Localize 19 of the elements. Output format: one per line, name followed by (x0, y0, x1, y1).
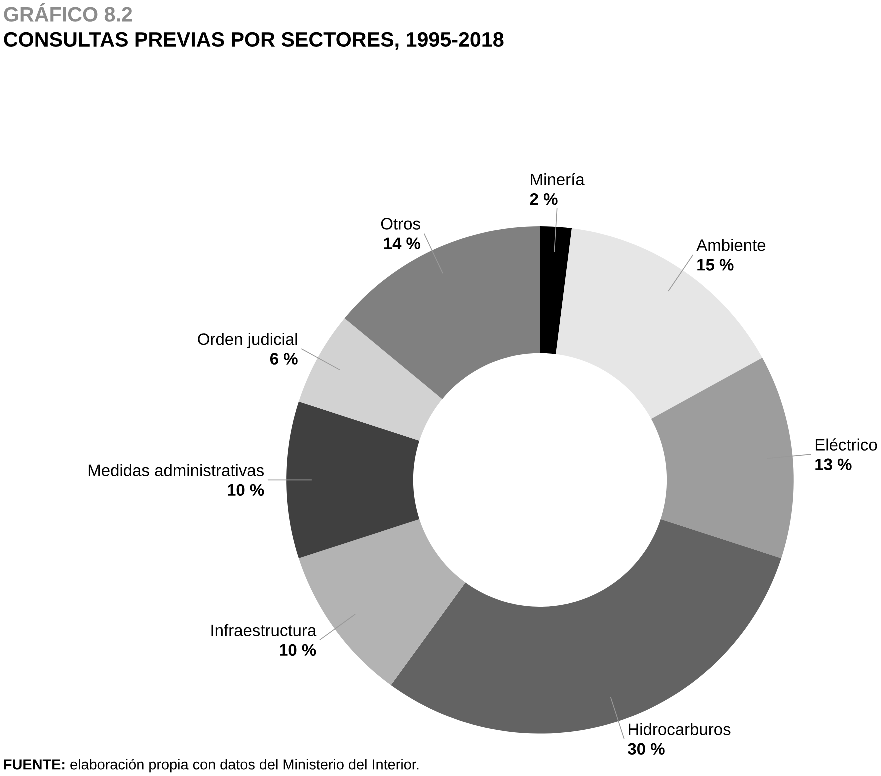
data-label: 6 % (270, 353, 298, 365)
text: FUENTE: elaboración propia con datos del Ministerio del Interior. (4, 758, 419, 773)
slice-label: Medidas administrativas (88, 464, 264, 476)
chart-subtitle: CONSULTAS PREVIAS POR SECTORES, 1995-2018 (4, 32, 504, 50)
data-label: 15 % (698, 259, 734, 271)
slice-label: Hidrocarburos (629, 723, 731, 736)
slice-label: Otros (381, 218, 420, 230)
data-label: 13 % (816, 458, 852, 470)
slice-label: Eléctrico (816, 438, 878, 451)
data-label: 14 % (384, 238, 421, 250)
slice-label: Minería (531, 173, 585, 186)
chart-title: GRÁFICO 8.2 (4, 3, 132, 22)
slice-label: Orden judicial (198, 333, 298, 348)
slice-label: Infraestructura (212, 624, 317, 636)
data-label: 10 % (280, 644, 316, 656)
data-label: 2 % (530, 193, 558, 206)
slice-label: Ambiente (696, 239, 766, 252)
data-label: 30 % (628, 743, 665, 755)
data-label: 10 % (228, 484, 264, 496)
